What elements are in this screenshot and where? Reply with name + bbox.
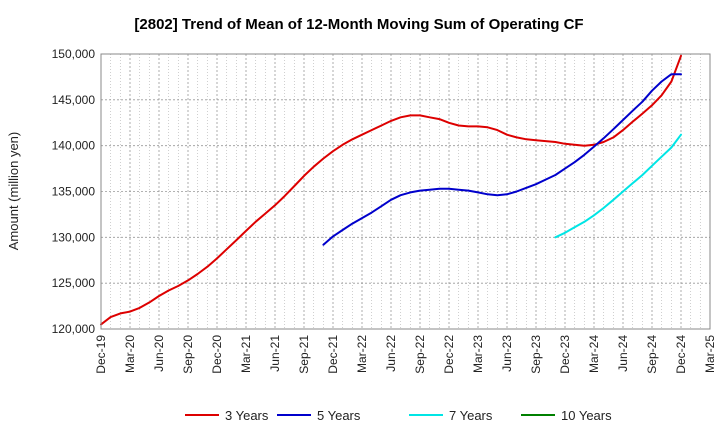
series-line <box>100 54 682 326</box>
series-line <box>554 133 682 239</box>
x-tick-label: Dec-24 <box>674 335 688 374</box>
x-tick-label: Jun-23 <box>500 335 514 372</box>
y-tick-label: 120,000 <box>52 322 96 336</box>
x-tick-label: Jun-21 <box>268 335 282 372</box>
x-tick-label: Jun-20 <box>152 335 166 372</box>
y-axis-ticks: 120,000 125,000 130,000 135,000 140,000 145,0… <box>52 47 96 336</box>
legend-label: 7 Years <box>449 408 493 423</box>
x-tick-label: Mar-23 <box>471 335 485 373</box>
y-tick-label: 125,000 <box>52 276 96 290</box>
series-line <box>322 73 682 246</box>
chart-title: [2802] Trend of Mean of 12-Month Moving … <box>134 16 583 33</box>
x-axis-ticks: Dec-19 Mar-20 Jun-20 Sep-20 Dec-20 Mar-21 Jun-… <box>94 335 717 374</box>
y-tick-label: 150,000 <box>52 47 96 61</box>
x-tick-label: Dec-21 <box>326 335 340 374</box>
x-tick-label: Dec-22 <box>442 335 456 374</box>
x-tick-label: Mar-24 <box>587 335 601 373</box>
x-tick-label: Sep-24 <box>645 335 659 374</box>
x-tick-label: Sep-23 <box>529 335 543 374</box>
x-tick-label: Dec-19 <box>94 335 108 374</box>
x-tick-label: Dec-23 <box>558 335 572 374</box>
x-tick-label: Mar-25 <box>703 335 717 373</box>
legend-label: 3 Years <box>225 408 269 423</box>
x-tick-label: Dec-20 <box>210 335 224 374</box>
x-tick-label: Jun-24 <box>616 335 630 372</box>
x-tick-label: Jun-22 <box>384 335 398 372</box>
x-tick-label: Mar-21 <box>239 335 253 373</box>
legend-label: 5 Years <box>317 408 361 423</box>
y-tick-label: 140,000 <box>52 139 96 153</box>
legend: 3 Years 5 Years 7 Years 10 Years <box>185 408 612 423</box>
series-layer <box>100 54 682 326</box>
grid-layer <box>100 53 711 330</box>
legend-label: 10 Years <box>561 408 612 423</box>
y-tick-label: 145,000 <box>52 93 96 107</box>
x-tick-label: Mar-20 <box>123 335 137 373</box>
x-tick-label: Sep-20 <box>181 335 195 374</box>
x-tick-label: Sep-21 <box>297 335 311 374</box>
y-axis-label: Amount (million yen) <box>6 132 21 251</box>
x-tick-label: Mar-22 <box>355 335 369 373</box>
plot-area-frame <box>100 53 711 330</box>
y-tick-label: 130,000 <box>52 230 96 244</box>
y-tick-label: 135,000 <box>52 185 96 199</box>
x-tick-label: Sep-22 <box>413 335 427 374</box>
